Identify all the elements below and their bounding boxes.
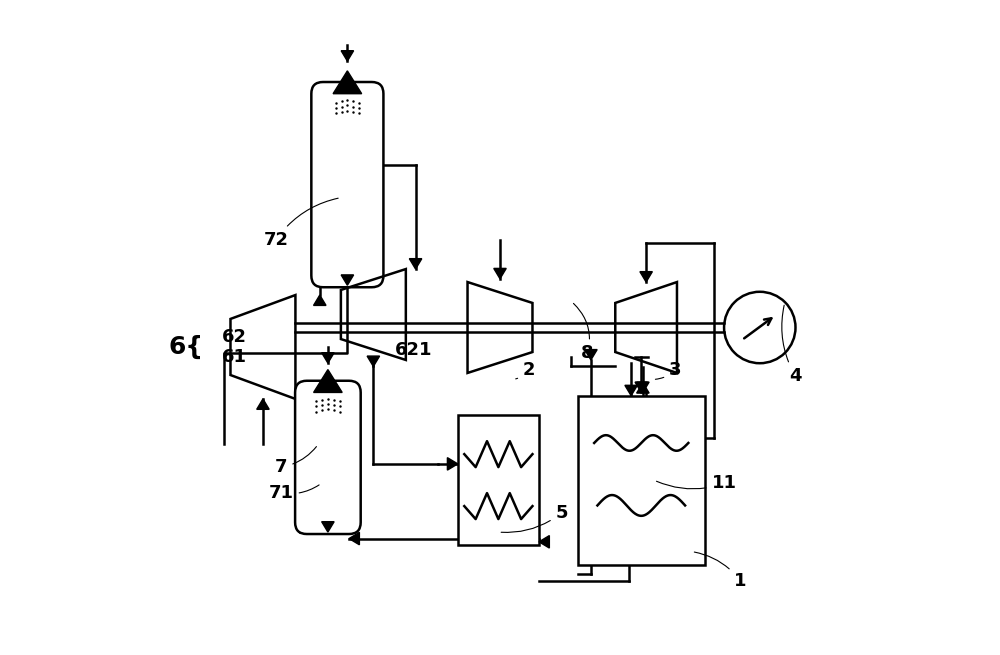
- Polygon shape: [341, 50, 354, 61]
- Text: 4: 4: [782, 305, 802, 385]
- FancyBboxPatch shape: [295, 381, 361, 534]
- Polygon shape: [367, 356, 380, 366]
- Polygon shape: [635, 382, 647, 392]
- Polygon shape: [447, 458, 458, 470]
- Polygon shape: [322, 521, 334, 532]
- Polygon shape: [257, 399, 269, 409]
- Text: 6{: 6{: [168, 335, 203, 359]
- Text: 11: 11: [656, 474, 737, 493]
- Bar: [458, 415, 539, 545]
- Text: 621: 621: [395, 341, 432, 359]
- Polygon shape: [314, 369, 342, 392]
- Polygon shape: [640, 272, 652, 282]
- Text: 5: 5: [501, 504, 568, 533]
- Text: 8: 8: [573, 303, 594, 362]
- Text: 3: 3: [655, 361, 682, 379]
- FancyBboxPatch shape: [311, 82, 383, 288]
- Text: 71: 71: [269, 484, 319, 502]
- Bar: [578, 396, 705, 565]
- Polygon shape: [341, 275, 354, 286]
- Polygon shape: [409, 259, 422, 269]
- Text: 61: 61: [222, 348, 247, 365]
- Polygon shape: [349, 533, 359, 545]
- Text: 2: 2: [516, 361, 535, 379]
- Text: 72: 72: [263, 198, 338, 249]
- Text: 62: 62: [222, 328, 247, 346]
- Polygon shape: [314, 295, 326, 305]
- Polygon shape: [322, 352, 334, 363]
- Polygon shape: [625, 385, 637, 396]
- Polygon shape: [585, 350, 597, 360]
- Text: 1: 1: [694, 552, 747, 590]
- Polygon shape: [494, 269, 506, 279]
- Polygon shape: [637, 383, 649, 393]
- Polygon shape: [637, 382, 649, 392]
- Text: 7: 7: [275, 447, 316, 476]
- Polygon shape: [333, 71, 362, 94]
- Polygon shape: [539, 536, 549, 548]
